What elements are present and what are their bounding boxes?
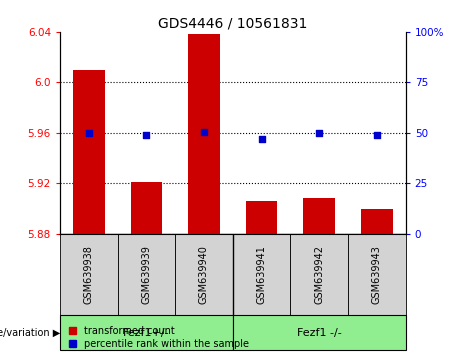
Bar bbox=[175, 234, 233, 315]
Point bbox=[142, 132, 150, 138]
Point bbox=[258, 136, 266, 142]
Text: GSM639943: GSM639943 bbox=[372, 245, 382, 304]
Text: Fezf1+/-: Fezf1+/- bbox=[123, 327, 170, 337]
Point bbox=[373, 132, 381, 138]
Text: genotype/variation ▶: genotype/variation ▶ bbox=[0, 327, 60, 337]
Legend: transformed count, percentile rank within the sample: transformed count, percentile rank withi… bbox=[65, 322, 253, 353]
Bar bbox=[303, 199, 335, 234]
Bar bbox=[361, 209, 393, 234]
Bar bbox=[290, 234, 348, 315]
Title: GDS4446 / 10561831: GDS4446 / 10561831 bbox=[158, 17, 307, 31]
Bar bbox=[348, 234, 406, 315]
Text: Fezf1 -/-: Fezf1 -/- bbox=[297, 327, 342, 337]
Text: GSM639941: GSM639941 bbox=[257, 245, 266, 304]
Bar bbox=[60, 315, 233, 350]
Bar bbox=[188, 34, 220, 234]
Text: GSM639938: GSM639938 bbox=[84, 245, 94, 304]
Point bbox=[200, 129, 207, 135]
Bar bbox=[233, 315, 406, 350]
Bar bbox=[60, 234, 118, 315]
Bar bbox=[233, 234, 290, 315]
Text: GSM639942: GSM639942 bbox=[314, 245, 324, 304]
Point bbox=[315, 130, 323, 136]
Bar bbox=[246, 201, 278, 234]
Point bbox=[85, 130, 92, 136]
Bar bbox=[118, 234, 175, 315]
Bar bbox=[130, 182, 162, 234]
Bar bbox=[73, 70, 105, 234]
Text: GSM639939: GSM639939 bbox=[142, 245, 151, 304]
Text: GSM639940: GSM639940 bbox=[199, 245, 209, 304]
